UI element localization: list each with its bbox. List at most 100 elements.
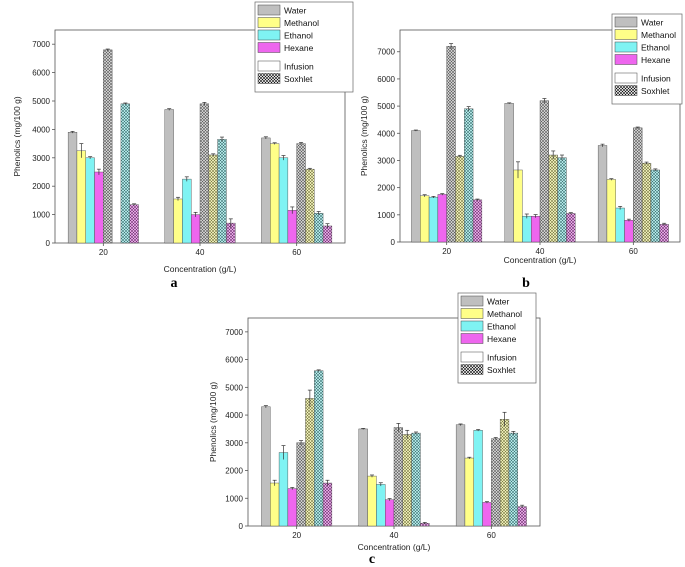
bar-water-soxhlet	[633, 127, 643, 243]
legend-swatch-ethanol	[257, 29, 281, 41]
bar-ethanol-soxhlet	[411, 432, 421, 527]
y-tick-label: 0	[239, 522, 244, 531]
bar-ethanol-soxhlet	[217, 139, 227, 244]
bar-hexane-infusion	[437, 194, 447, 243]
y-tick-label: 1000	[377, 211, 395, 220]
bar-hexane-soxhlet	[322, 225, 333, 244]
y-tick-label: 3000	[377, 156, 395, 165]
y-tick-label: 4000	[32, 125, 50, 134]
bar-methanol-soxhlet	[641, 162, 652, 243]
bar-methanol-infusion	[367, 475, 377, 527]
bar-methanol-soxhlet	[402, 434, 412, 527]
bar-water-infusion	[504, 103, 514, 243]
y-tick-label: 2000	[377, 184, 395, 193]
legend-label-methanol: Methanol	[284, 18, 319, 28]
legend: Water Methanol Ethanol Hexane Infusion Soxhle…	[457, 292, 537, 384]
y-tick-label: 5000	[32, 97, 50, 106]
legend-label-hexane: Hexane	[641, 55, 671, 65]
bar-ethanol-soxhlet	[314, 370, 324, 527]
legend-label-ethanol: Ethanol	[284, 31, 313, 41]
bar-hexane-soxhlet	[517, 506, 527, 527]
legend-label-soxhlet: Soxhlet	[641, 86, 670, 96]
bar-hexane-infusion	[190, 214, 201, 244]
bar-methanol-soxhlet	[455, 156, 465, 243]
bar-hexane-soxhlet	[129, 204, 139, 244]
y-tick-label: 1000	[225, 494, 243, 503]
panel-label: c	[369, 552, 375, 567]
bar-hexane-soxhlet	[322, 482, 333, 527]
y-tick-label: 1000	[32, 211, 50, 220]
legend-swatch-methanol	[614, 29, 638, 40]
bar-hexane-soxhlet	[566, 213, 576, 243]
bar-ethanol-soxhlet	[464, 108, 474, 243]
legend-swatch-ethanol	[460, 320, 484, 332]
bar-methanol-infusion	[513, 169, 523, 243]
bar-ethanol-soxhlet	[314, 212, 324, 244]
bar-ethanol-soxhlet	[508, 432, 518, 527]
y-tick-label: 4000	[377, 129, 395, 138]
bar-methanol-infusion	[270, 482, 280, 527]
bar-methanol-infusion	[270, 143, 280, 244]
bar-water-infusion	[261, 406, 271, 527]
legend-label-infusion: Infusion	[641, 74, 671, 84]
legend-label-ethanol: Ethanol	[641, 43, 670, 53]
x-axis-title: Concentration (g/L)	[358, 542, 431, 552]
legend-swatch-soxhlet	[460, 364, 484, 375]
legend-label-water: Water	[487, 297, 510, 307]
y-tick-label: 4000	[225, 411, 243, 420]
bar-ethanol-infusion	[376, 484, 386, 527]
legend-swatch-hexane	[460, 333, 484, 344]
x-tick-label: 60	[292, 248, 301, 257]
y-tick-label: 7000	[377, 48, 395, 57]
y-axis-title: Phenolics (mg/100 g)	[12, 96, 22, 176]
bar-methanol-soxhlet	[305, 168, 315, 244]
legend-swatch-methanol	[460, 308, 484, 319]
bar-ethanol-infusion	[473, 430, 483, 527]
legend: Water Methanol Ethanol Hexane Infusion Soxhle…	[254, 1, 354, 93]
bar-water-soxhlet	[491, 438, 501, 527]
x-tick-label: 40	[536, 247, 545, 256]
legend-label-methanol: Methanol	[487, 309, 522, 319]
bar-ethanol-infusion	[615, 207, 625, 243]
legend-swatch-methanol	[257, 17, 281, 28]
bar-methanol-soxhlet	[208, 154, 218, 244]
x-tick-label: 20	[292, 531, 301, 540]
legend-swatch-water	[614, 16, 638, 28]
legend-label-water: Water	[641, 18, 664, 28]
y-tick-label: 5000	[377, 102, 395, 111]
legend-swatch-infusion	[614, 72, 638, 84]
y-tick-label: 0	[46, 239, 51, 248]
y-tick-label: 2000	[32, 182, 50, 191]
bar-hexane-infusion	[94, 171, 104, 244]
y-tick-label: 6000	[32, 69, 50, 78]
bar-water-soxhlet	[296, 143, 306, 244]
panel-label: b	[522, 276, 530, 291]
bar-methanol-infusion	[420, 195, 430, 243]
legend-label-water: Water	[284, 6, 307, 16]
bar-water-infusion	[597, 145, 608, 243]
bar-methanol-infusion	[76, 150, 86, 244]
bar-hexane-infusion	[287, 488, 297, 527]
bar-ethanol-infusion	[428, 196, 439, 243]
bar-water-infusion	[67, 132, 78, 244]
x-axis-title: Concentration (g/L)	[504, 255, 577, 265]
y-axis-title: Phenolics (mg/100 g)	[359, 96, 369, 176]
bar-methanol-infusion	[606, 179, 616, 243]
bar-ethanol-infusion	[182, 178, 192, 244]
x-tick-label: 40	[390, 531, 399, 540]
bar-hexane-soxhlet	[659, 224, 669, 243]
bar-ethanol-soxhlet	[120, 103, 130, 244]
bar-ethanol-soxhlet	[557, 157, 567, 243]
bar-water-soxhlet	[539, 100, 550, 243]
bar-methanol-infusion	[173, 198, 183, 244]
y-tick-label: 0	[391, 238, 396, 247]
y-tick-label: 6000	[225, 356, 243, 365]
bar-water-infusion	[411, 130, 421, 243]
bar-hexane-infusion	[385, 499, 395, 527]
panel-label: a	[171, 276, 178, 291]
bar-hexane-infusion	[482, 502, 492, 527]
bar-water-infusion	[455, 424, 466, 527]
bar-methanol-soxhlet	[305, 398, 315, 527]
bar-water-soxhlet	[296, 442, 306, 527]
